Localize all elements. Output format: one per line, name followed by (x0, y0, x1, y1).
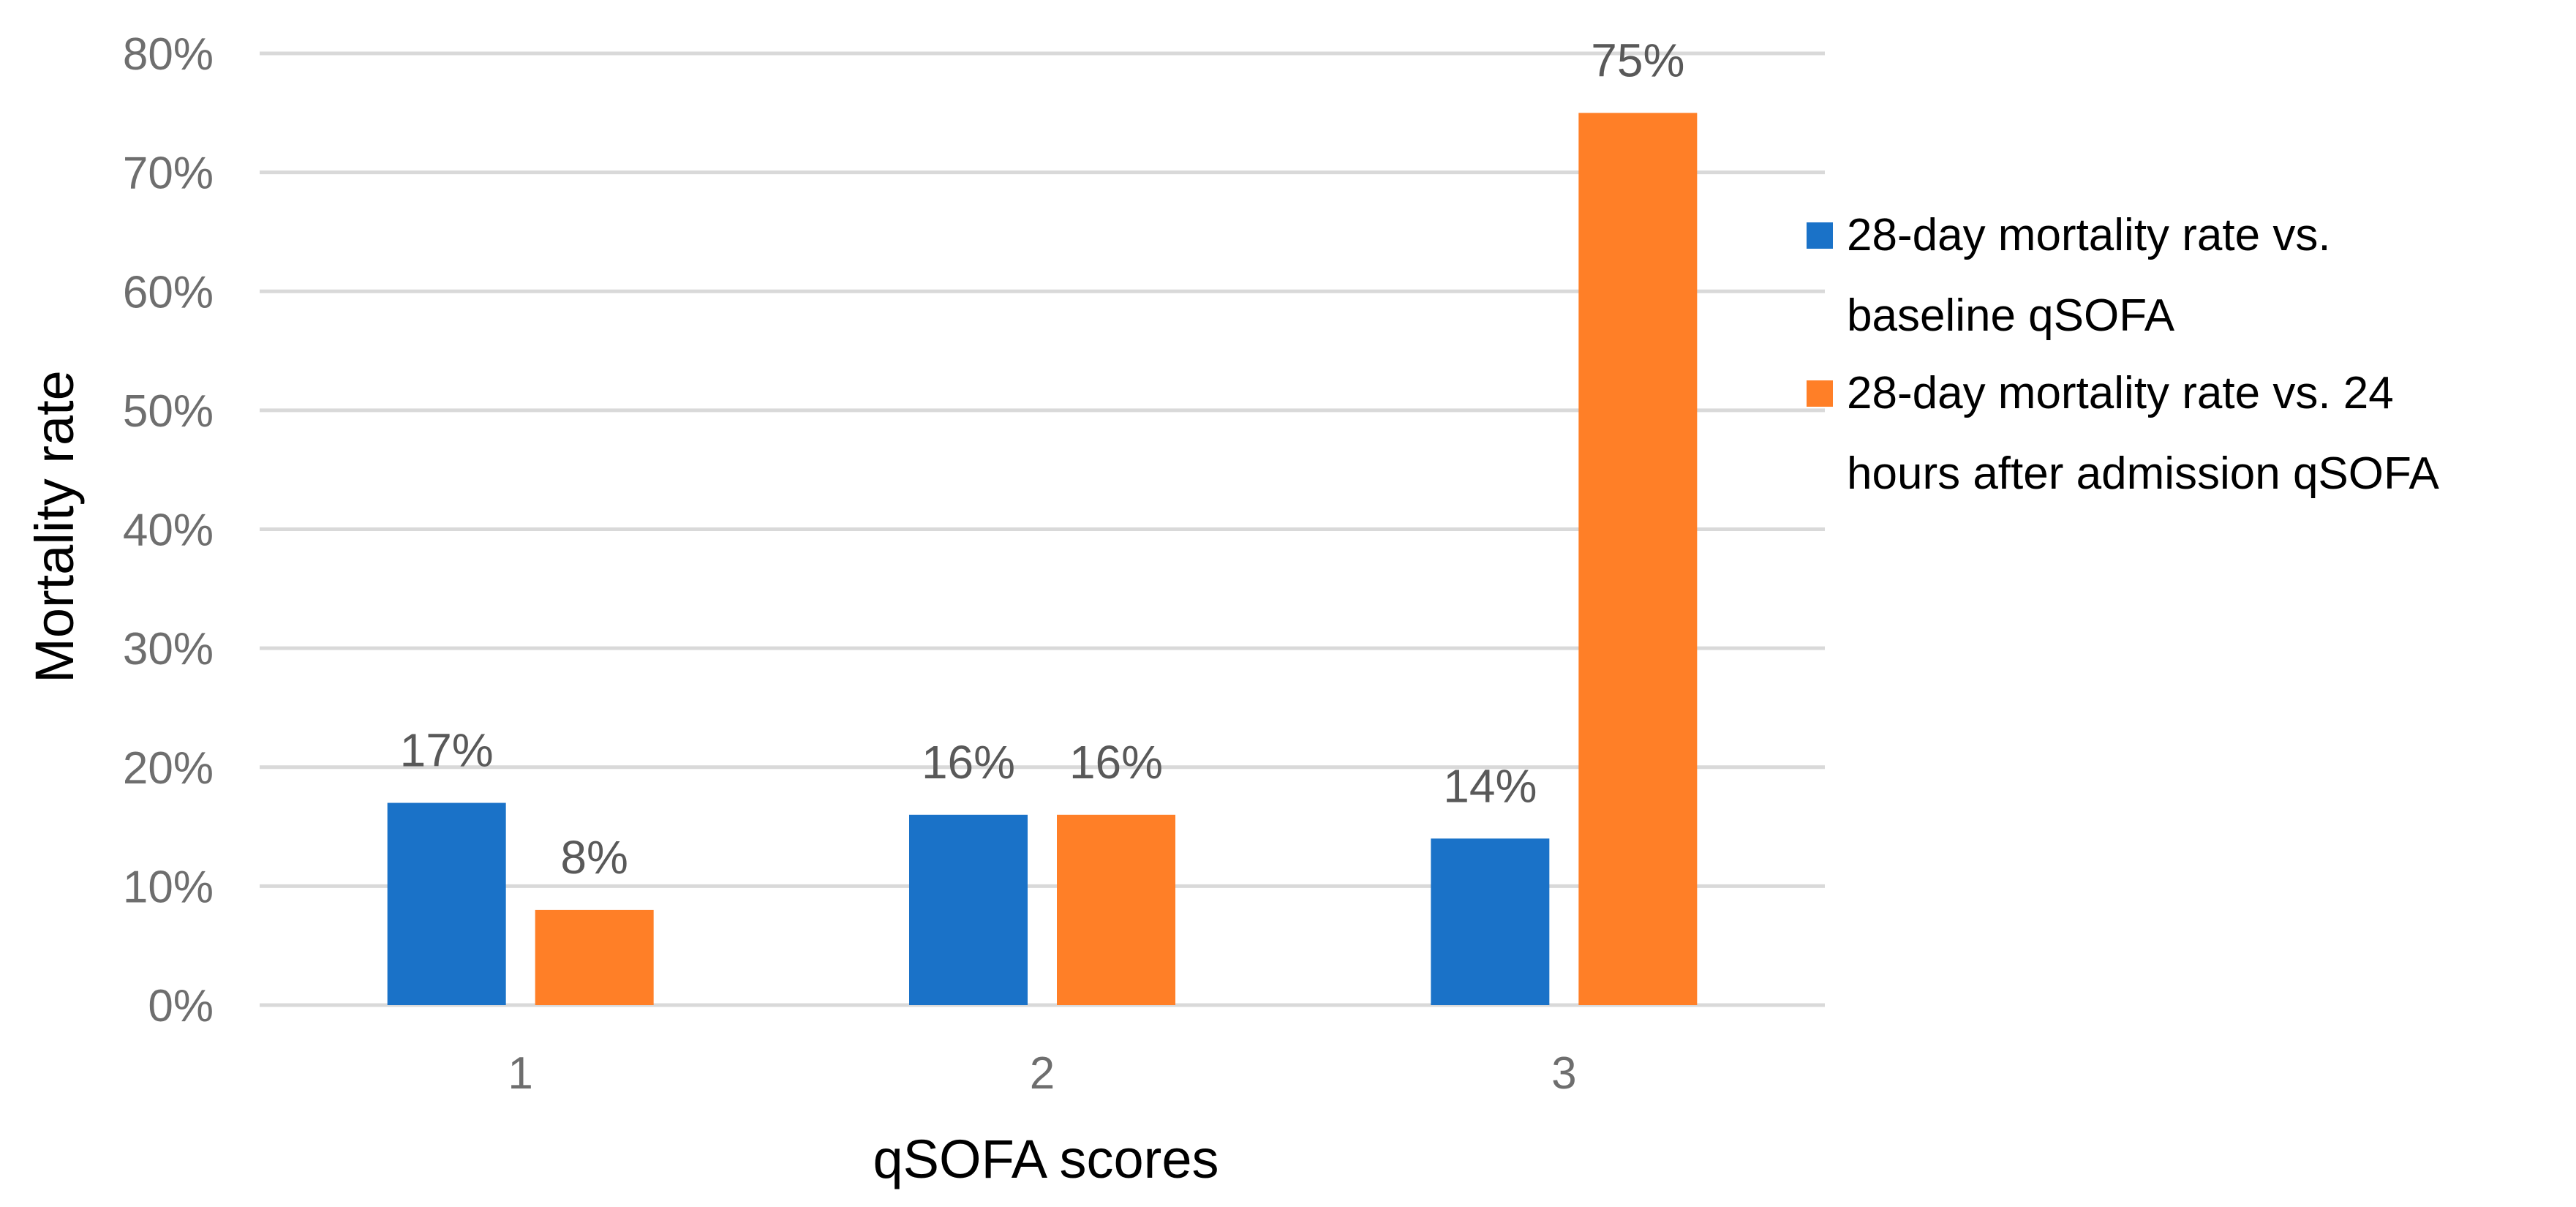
data-label: 75% (1591, 34, 1684, 86)
data-label: 17% (400, 724, 494, 777)
data-label: 8% (560, 831, 628, 884)
y-axis-title: Mortality rate (24, 370, 85, 683)
y-tick-label: 60% (123, 267, 214, 317)
bar-series1-cat2 (909, 814, 1028, 1005)
legend-label: hours after admission qSOFA (1847, 448, 2439, 499)
data-label: 14% (1443, 759, 1537, 812)
x-tick-label: 2 (1030, 1048, 1055, 1099)
y-tick-labels: 0% 10% 20% 30% 40% 50% 60% 70% 80% (123, 29, 214, 1031)
bar-series2-cat1 (535, 909, 654, 1005)
x-axis-title: qSOFA scores (873, 1129, 1219, 1189)
y-tick-label: 50% (123, 386, 214, 437)
gridlines (260, 51, 1825, 1007)
y-tick-label: 0% (148, 981, 214, 1031)
bar-series2-cat3 (1578, 113, 1698, 1005)
bar-series1-cat1 (387, 802, 506, 1005)
y-tick-label: 20% (123, 743, 214, 794)
x-tick-label: 1 (508, 1048, 532, 1099)
data-label: 16% (922, 736, 1015, 789)
data-label: 16% (1069, 736, 1163, 789)
legend-swatch (1807, 222, 1833, 249)
y-tick-label: 80% (123, 29, 214, 80)
x-tick-label: 3 (1551, 1048, 1576, 1099)
legend-swatch (1807, 380, 1833, 407)
bars (387, 113, 1698, 1005)
bar-series2-cat2 (1057, 814, 1175, 1005)
data-labels: 17% 8% 16% 16% 14% 75% (400, 34, 1685, 884)
x-tick-labels: 1 2 3 (508, 1048, 1576, 1099)
y-tick-label: 10% (123, 862, 214, 912)
y-tick-label: 30% (123, 624, 214, 674)
legend-label: 28-day mortality rate vs. (1847, 210, 2331, 260)
legend-label: 28-day mortality rate vs. 24 (1847, 368, 2394, 418)
legend: 28-day mortality rate vs. baseline qSOFA 2… (1807, 210, 2439, 499)
y-tick-label: 70% (123, 148, 214, 199)
y-tick-label: 40% (123, 505, 214, 556)
legend-label: baseline qSOFA (1847, 290, 2175, 341)
bar-series1-cat3 (1431, 838, 1550, 1005)
